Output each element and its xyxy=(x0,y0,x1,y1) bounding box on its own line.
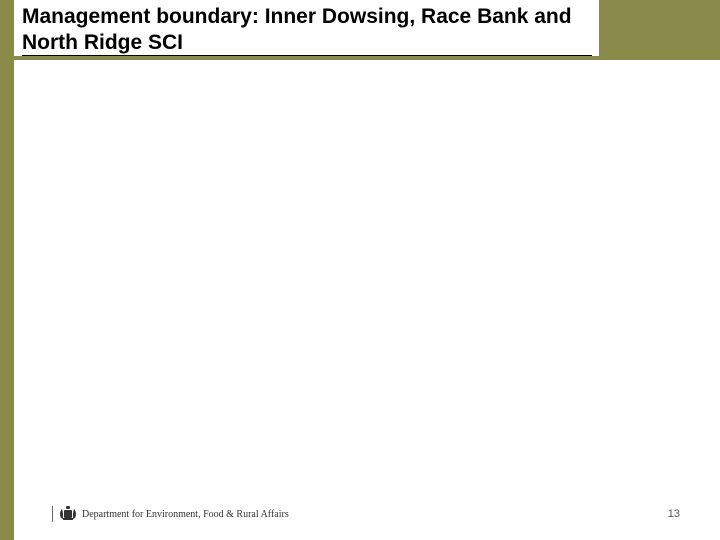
left-accent-stripe xyxy=(0,0,14,540)
crest-icon xyxy=(58,504,78,522)
title-underline xyxy=(22,55,592,56)
page-number: 13 xyxy=(668,508,680,520)
footer-separator xyxy=(52,506,53,522)
footer: Department for Environment, Food & Rural… xyxy=(0,500,720,540)
title-container: Management boundary: Inner Dowsing, Race… xyxy=(14,0,599,56)
department-label: Department for Environment, Food & Rural… xyxy=(82,509,289,520)
slide-title: Management boundary: Inner Dowsing, Race… xyxy=(22,4,589,57)
